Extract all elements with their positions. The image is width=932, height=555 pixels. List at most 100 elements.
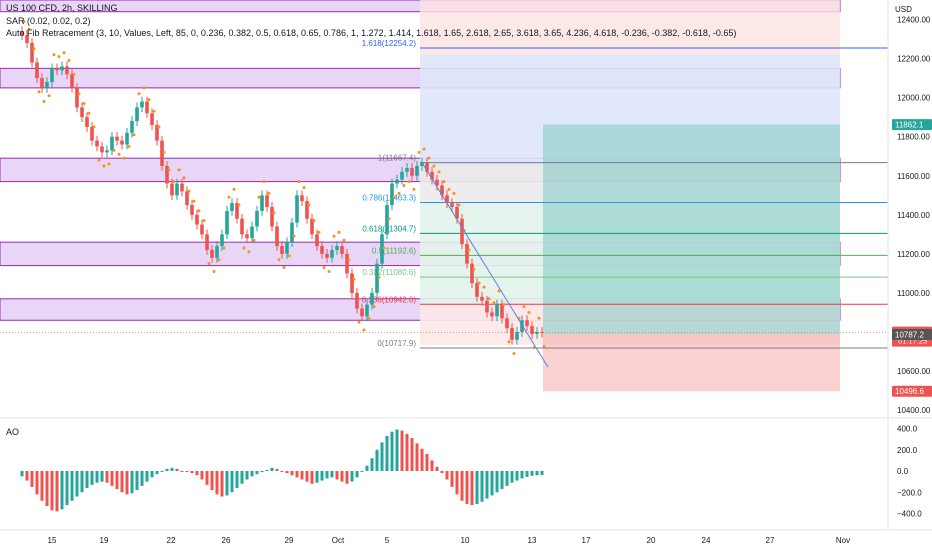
sar-dot-77	[407, 180, 411, 184]
sar-dot-72	[382, 246, 386, 250]
ao-bar-60	[320, 471, 324, 481]
sar-dot-40	[222, 246, 226, 250]
ao-bar-78	[410, 438, 414, 471]
fib-top-shade-red	[420, 0, 840, 55]
sar-dot-7	[57, 55, 61, 59]
sar-dot-20	[122, 156, 126, 160]
sar-dot-9	[67, 59, 71, 63]
candle-24	[140, 101, 144, 108]
sar-dot-47	[257, 195, 261, 199]
ao-bar-82	[430, 460, 434, 471]
sar-dot-38	[212, 269, 216, 273]
sar-dot-90	[472, 267, 476, 271]
candle-66	[350, 273, 354, 293]
sar-dot-8	[62, 51, 66, 55]
ao-bar-97	[505, 471, 509, 486]
candle-46	[250, 226, 254, 239]
x-tick-3: 26	[222, 536, 231, 545]
sar-legend[interactable]: SAR (0.02, 0.02, 0.2)	[6, 16, 91, 26]
ao-bar-102	[530, 471, 534, 476]
ao-bar-46	[250, 471, 254, 477]
candle-97	[505, 318, 509, 329]
candle-15	[95, 140, 99, 147]
ao-bar-103	[535, 471, 539, 476]
ao-bar-27	[155, 471, 159, 475]
sar-dot-61	[327, 269, 331, 273]
ao-legend[interactable]: AO	[6, 427, 20, 437]
sar-dot-56	[302, 185, 306, 189]
price-countdown: 01:17:25	[898, 337, 927, 346]
candle-100	[520, 320, 524, 332]
ao-tick-3: −200.0	[897, 488, 922, 497]
long-position-tool[interactable]	[420, 0, 840, 392]
candle-87	[455, 207, 459, 219]
sar-dot-48	[262, 180, 266, 184]
sar-dot-16	[102, 164, 106, 168]
ao-bar-100	[520, 471, 524, 479]
candle-17	[105, 150, 109, 153]
sar-dot-80	[422, 147, 426, 151]
ao-bar-87	[455, 471, 459, 495]
ao-bar-74	[390, 431, 394, 471]
candle-1	[25, 35, 29, 43]
sar-dot-31	[177, 168, 181, 172]
ao-bar-7	[55, 471, 59, 512]
candle-27	[155, 124, 159, 141]
x-tick-7: 10	[461, 536, 470, 545]
ao-bar-56	[300, 471, 304, 480]
ao-bar-32	[180, 471, 184, 472]
sar-dot-73	[387, 217, 391, 221]
candle-38	[210, 249, 214, 258]
sar-dot-84	[442, 180, 446, 184]
ao-bar-0	[20, 471, 24, 477]
sar-dot-52	[282, 266, 286, 270]
ao-bar-83	[435, 466, 439, 471]
sar-dot-0	[22, 19, 26, 23]
ao-bar-67	[355, 471, 359, 478]
sar-dot-83	[437, 170, 441, 174]
ao-bar-94	[490, 471, 494, 496]
sar-dot-92	[482, 285, 486, 289]
candle-16	[100, 146, 104, 153]
candle-42	[230, 203, 234, 211]
sar-dot-25	[147, 98, 151, 102]
candle-81	[425, 162, 429, 172]
candle-52	[280, 246, 284, 254]
ao-bar-31	[175, 468, 179, 471]
ao-bar-73	[385, 435, 389, 471]
sar-dot-51	[277, 258, 281, 262]
position-stop-zone	[543, 334, 840, 392]
sar-dot-36	[202, 219, 206, 223]
x-tick-13: Nov	[836, 536, 850, 545]
candle-104	[540, 331, 544, 333]
x-tick-4: 29	[285, 536, 294, 545]
sar-dot-94	[492, 301, 496, 305]
fib-retracement[interactable]: 1.618(12254.2) 1(11667.4) 0.786(11463.3) 0.…	[362, 39, 888, 349]
ao-bar-77	[405, 433, 409, 471]
trendline[interactable]	[0, 162, 888, 368]
ao-bar-16	[100, 471, 104, 482]
ao-bar-3	[35, 471, 39, 495]
ao-bar-40	[220, 471, 224, 497]
sar-dot-13	[87, 111, 91, 115]
candle-11	[75, 87, 79, 108]
sar-dot-101	[527, 310, 531, 314]
ao-bar-86	[450, 471, 454, 487]
ao-bar-65	[345, 471, 349, 484]
ao-bar-38	[210, 471, 214, 491]
ao-bar-50	[270, 467, 274, 471]
ao-bar-13	[85, 471, 89, 488]
candle-14	[90, 126, 94, 141]
ao-bar-91	[475, 471, 479, 504]
candle-75	[395, 179, 399, 184]
candle-56	[300, 195, 304, 202]
sar-dot-6	[52, 53, 56, 57]
fib-legend[interactable]: Auto Fib Retracement (3, 10, Values, Lef…	[6, 28, 737, 38]
sar-dot-104	[542, 344, 546, 348]
sar-dot-71	[377, 275, 381, 279]
ao-bar-81	[425, 454, 429, 471]
symbol-title[interactable]: US 100 CFD, 2h, SKILLING	[6, 3, 118, 13]
sar-dot-37	[207, 262, 211, 266]
